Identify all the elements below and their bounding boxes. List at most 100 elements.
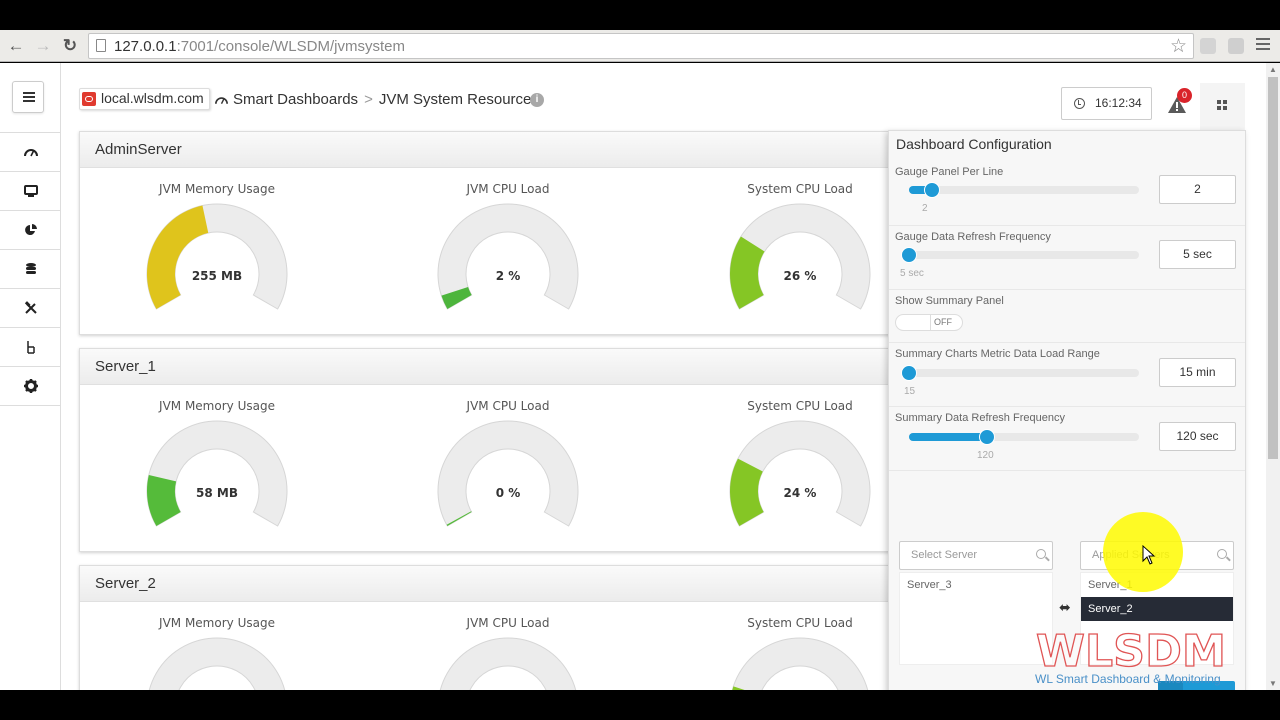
gauge-title: System CPU Load [747, 616, 853, 630]
breadcrumb-smart-dashboards[interactable]: Smart Dashboards [233, 91, 359, 108]
gauge-widget: JVM Memory Usage 58 MB [127, 399, 307, 531]
summary-range-input[interactable]: 15 min [1159, 358, 1236, 387]
summary-range-row: Summary Charts Metric Data Load Range 15… [889, 342, 1245, 406]
search-icon [1036, 549, 1046, 559]
show-summary-toggle[interactable]: OFF [895, 314, 963, 331]
breadcrumb: Smart Dashboards > JVM System Resources [214, 91, 539, 108]
gauge-arc [729, 203, 871, 310]
warning-icon [1168, 97, 1186, 113]
gauge-refresh-input[interactable]: 5 sec [1159, 240, 1236, 269]
gauge-arc [146, 420, 288, 527]
dashboard-config-toggle[interactable] [1200, 83, 1245, 133]
gauge-title: JVM CPU Load [466, 616, 550, 630]
video-letterbox-top [0, 0, 1280, 30]
summary-refresh-slider[interactable] [909, 429, 1139, 445]
config-title: Dashboard Configuration [896, 136, 1052, 152]
gauge-title: JVM CPU Load [466, 182, 550, 196]
sidebar-item-monitor[interactable] [0, 172, 61, 211]
back-button[interactable]: ← [7, 36, 25, 55]
show-summary-row: Show Summary Panel OFF [889, 289, 1245, 342]
gauge-arc [437, 420, 579, 527]
search-icon [1217, 549, 1227, 559]
slider-handle[interactable] [901, 247, 917, 263]
gauge-value: 255 MB [191, 269, 243, 283]
gauge-value: 0 % [495, 486, 521, 500]
summary-range-slider[interactable] [901, 365, 1139, 381]
summary-refresh-input[interactable]: 120 sec [1159, 422, 1236, 451]
oracle-logo-icon [82, 92, 96, 106]
menu-toggle-button[interactable] [12, 81, 44, 113]
gauge-arc [437, 203, 579, 310]
extension-cube-icon[interactable] [1228, 38, 1244, 54]
gauge-value: 2 % [495, 269, 521, 283]
scroll-down-icon[interactable]: ▼ [1269, 679, 1277, 688]
url-text: 127.0.0.1:7001/console/WLSDM/jvmsystem [114, 38, 405, 55]
applied-servers-list: Server_1 Server_2 [1080, 572, 1234, 665]
desktop-icon [23, 185, 38, 197]
browser-toolbar: ← → ↻ 127.0.0.1:7001/console/WLSDM/jvmsy… [0, 30, 1280, 62]
gauge-per-line-label: Gauge Panel Per Line [895, 166, 1004, 178]
toggle-state: OFF [934, 317, 952, 327]
server-panel-title: Server_1 [80, 349, 918, 385]
browser-menu-icon[interactable] [1256, 38, 1270, 53]
gauge-widget: System CPU Load [710, 616, 890, 690]
database-icon [25, 263, 36, 274]
gauge-title: JVM Memory Usage [159, 616, 275, 630]
pie-chart-icon [24, 224, 37, 235]
gauge-arc [731, 637, 869, 690]
gauge-title: JVM Memory Usage [159, 182, 275, 196]
scrollbar-thumb[interactable] [1268, 77, 1278, 459]
page: local.wlsdm.com Smart Dashboards > JVM Sys… [0, 63, 1266, 690]
available-server-item[interactable]: Server_3 [907, 579, 952, 591]
server-panel-title: Server_2 [80, 566, 918, 602]
clock-display[interactable]: 16:12:34 [1061, 87, 1152, 120]
svg-text:WLSDM: WLSDM [1036, 630, 1226, 670]
domain-name: local.wlsdm.com [101, 90, 204, 106]
alert-count-badge: 0 [1177, 88, 1192, 103]
gauge-per-line-slider[interactable] [909, 182, 1139, 198]
slider-value-label: 2 [922, 203, 928, 214]
applied-server-item-selected[interactable]: Server_2 [1081, 597, 1233, 621]
show-summary-label: Show Summary Panel [895, 295, 1004, 307]
page-icon [96, 39, 106, 52]
gauge-per-line-row: Gauge Panel Per Line 2 2 [889, 161, 1245, 225]
breadcrumb-separator: > [364, 91, 373, 108]
gauge-arc [146, 203, 288, 310]
save-button[interactable]: Save [1158, 681, 1235, 690]
slider-value-label: 120 [977, 450, 994, 461]
slider-handle[interactable] [979, 429, 996, 445]
gauge-widget: JVM Memory Usage 255 MB [127, 182, 307, 314]
swap-arrows-icon[interactable]: ⬌ [1059, 599, 1071, 615]
sidebar-item-database[interactable] [0, 250, 61, 289]
sidebar-item-dashboard[interactable] [0, 133, 61, 172]
slider-handle[interactable] [924, 182, 940, 198]
breadcrumb-current: JVM System Resources [378, 91, 539, 108]
sidebar-item-diagram[interactable] [0, 328, 61, 367]
slider-handle[interactable] [901, 365, 917, 381]
slider-value-label: 5 sec [900, 268, 924, 279]
gauge-value: 26 % [783, 269, 817, 283]
gauge-widget: JVM CPU Load 0 % [418, 399, 598, 531]
server-panel: Server_2 JVM Memory Usage JVM CPU Load Syst… [79, 565, 919, 690]
sidebar [0, 63, 61, 690]
extension-icon[interactable] [1200, 38, 1216, 54]
sidebar-item-charts[interactable] [0, 211, 61, 250]
alerts-button[interactable]: 0 [1167, 88, 1192, 114]
summary-refresh-label: Summary Data Refresh Frequency [895, 412, 1065, 424]
gauge-refresh-slider[interactable] [901, 247, 1139, 263]
page-scrollbar[interactable]: ▲ ▼ [1266, 63, 1280, 690]
info-icon[interactable]: i [530, 93, 544, 107]
gauge-widget: JVM Memory Usage [127, 616, 307, 690]
address-bar[interactable]: 127.0.0.1:7001/console/WLSDM/jvmsystem ☆ [88, 33, 1194, 59]
gauge-widget: System CPU Load 24 % [710, 399, 890, 531]
gauge-per-line-input[interactable]: 2 [1159, 175, 1236, 204]
domain-selector[interactable]: local.wlsdm.com [79, 88, 210, 110]
star-icon[interactable]: ☆ [1169, 36, 1187, 57]
gauge-widget: JVM CPU Load 2 % [418, 182, 598, 314]
reload-button[interactable]: ↻ [62, 36, 78, 55]
sidebar-item-settings[interactable] [0, 367, 61, 406]
select-server-search[interactable]: Select Server [899, 541, 1053, 570]
sidebar-item-tools[interactable] [0, 289, 61, 328]
forward-button[interactable]: → [34, 36, 52, 55]
scroll-up-icon[interactable]: ▲ [1269, 65, 1277, 74]
